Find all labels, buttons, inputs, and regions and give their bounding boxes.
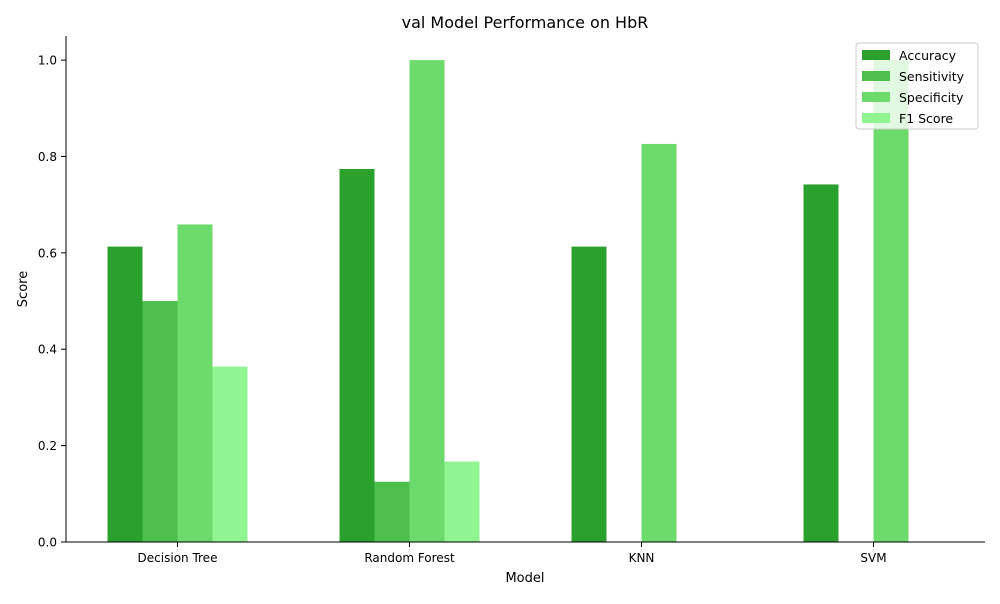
legend-swatch xyxy=(862,113,890,123)
y-tick-label: 1.0 xyxy=(38,54,57,68)
bar-sensitivity-decision-tree xyxy=(142,301,178,542)
bar-accuracy-knn xyxy=(571,246,607,542)
legend-label: Accuracy xyxy=(899,48,957,63)
bar-accuracy-decision-tree xyxy=(107,246,143,542)
legend-box xyxy=(855,42,979,130)
x-axis-label: Model xyxy=(505,571,544,586)
axes-layer: 0.0 0.2 0.4 0.6 0.8 1.0 Decision Tree Random Fo… xyxy=(38,36,985,565)
x-tick-label: SVM xyxy=(860,551,886,565)
bar-specificity-random-forest xyxy=(409,60,445,542)
legend-label: F1 Score xyxy=(899,111,953,126)
bar-specificity-knn xyxy=(641,143,677,543)
y-axis-label: Score xyxy=(16,271,31,307)
bar-f1-score-decision-tree xyxy=(212,366,248,542)
bar-accuracy-random-forest xyxy=(339,169,375,542)
bar-f1-score-random-forest xyxy=(444,461,480,542)
bars-layer xyxy=(107,60,909,543)
x-tick-label: Random Forest xyxy=(364,551,455,565)
bar-specificity-svm xyxy=(873,60,909,542)
legend-swatch xyxy=(862,50,890,60)
bar-accuracy-svm xyxy=(803,184,839,542)
bar-sensitivity-random-forest xyxy=(374,481,410,542)
y-tick-label: 0.6 xyxy=(38,246,57,260)
bar-specificity-decision-tree xyxy=(177,224,213,543)
legend: Accuracy Sensitivity Specificity F1 Score xyxy=(855,42,979,130)
y-tick-label: 0.2 xyxy=(38,439,57,453)
legend-swatch xyxy=(862,92,890,102)
legend-swatch xyxy=(862,71,890,81)
x-tick-label: Decision Tree xyxy=(138,551,218,565)
x-tick-label: KNN xyxy=(629,551,655,565)
y-tick-label: 0.0 xyxy=(38,536,57,550)
legend-label: Specificity xyxy=(899,90,964,105)
legend-label: Sensitivity xyxy=(899,69,965,84)
chart-title: val Model Performance on HbR xyxy=(402,13,649,32)
y-tick-label: 0.8 xyxy=(38,150,57,164)
y-tick-label: 0.4 xyxy=(38,343,57,357)
